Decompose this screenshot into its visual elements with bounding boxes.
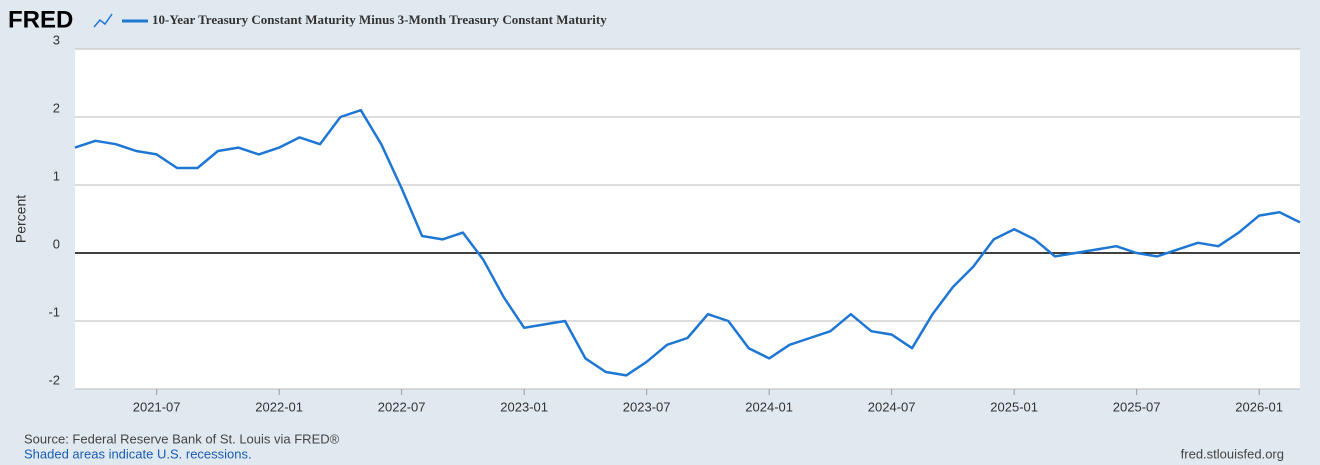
plot-area xyxy=(75,49,1300,389)
x-tick-label: 2025-01 xyxy=(990,399,1038,414)
y-tick-label: -2 xyxy=(48,372,60,387)
logo-icon xyxy=(93,13,113,28)
y-tick-label: -1 xyxy=(48,304,60,319)
note: Shaded areas indicate U.S. recessions. xyxy=(24,446,252,461)
x-tick-label: 2023-01 xyxy=(500,399,548,414)
logo: FRED xyxy=(8,6,73,33)
x-tick-label: 2022-01 xyxy=(255,399,303,414)
y-tick-label: 3 xyxy=(53,32,60,47)
x-tick-label: 2022-07 xyxy=(378,399,426,414)
series-line xyxy=(74,108,1301,377)
y-axis-label: Percent xyxy=(13,195,29,243)
x-tick-label: 2024-01 xyxy=(745,399,793,414)
x-tick-label: 2023-07 xyxy=(623,399,671,414)
url: fred.stlouisfed.org xyxy=(1181,446,1284,461)
legend-label: 10-Year Treasury Constant Maturity Minus… xyxy=(152,12,607,27)
x-tick-label: 2026-01 xyxy=(1235,399,1283,414)
y-tick-label: 1 xyxy=(53,168,60,183)
x-tick-label: 2021-07 xyxy=(133,399,181,414)
y-tick-label: 0 xyxy=(53,236,60,251)
y-tick-label: 2 xyxy=(53,100,60,115)
x-tick-label: 2025-07 xyxy=(1113,399,1161,414)
x-tick-label: 2024-07 xyxy=(868,399,916,414)
source: Source: Federal Reserve Bank of St. Loui… xyxy=(24,431,340,446)
